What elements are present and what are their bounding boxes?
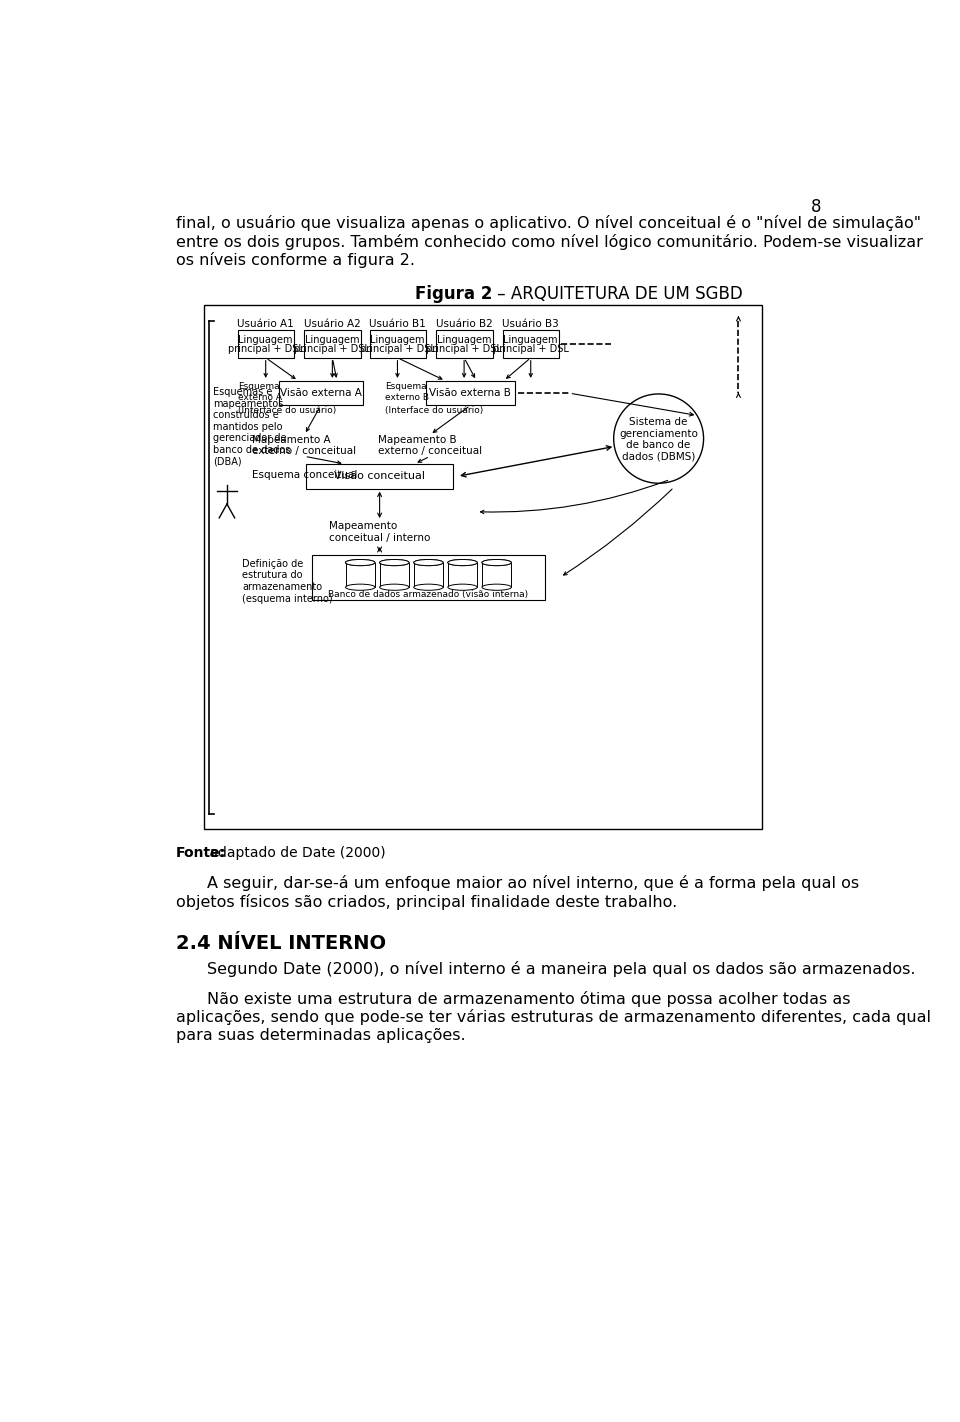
Ellipse shape	[414, 559, 444, 566]
FancyArrowPatch shape	[507, 360, 529, 378]
Bar	[278, 381, 363, 405]
FancyArrowPatch shape	[307, 456, 341, 464]
Text: Definição de
estrutura do
armazenamento
(esquema interno): Definição de estrutura do armazenamento …	[243, 559, 333, 603]
Text: Linguagem: Linguagem	[305, 334, 360, 344]
Bar	[414, 563, 444, 587]
Text: Usuário B1: Usuário B1	[369, 320, 426, 330]
Text: Linguagem: Linguagem	[238, 334, 293, 344]
Text: Figura 2: Figura 2	[415, 284, 492, 303]
Ellipse shape	[346, 559, 375, 566]
FancyArrowPatch shape	[400, 358, 442, 380]
Bar	[447, 563, 477, 587]
Bar	[370, 330, 426, 358]
Text: principal + DSL: principal + DSL	[426, 344, 502, 354]
FancyArrowPatch shape	[529, 361, 533, 377]
Text: Esquema
externo A: Esquema externo A	[238, 383, 282, 402]
Text: os níveis conforme a figura 2.: os níveis conforme a figura 2.	[176, 252, 415, 269]
FancyArrowPatch shape	[306, 408, 320, 431]
Text: Mapeamento A
externo / conceitual: Mapeamento A externo / conceitual	[252, 435, 356, 456]
Text: objetos físicos são criados, principal finalidade deste trabalho.: objetos físicos são criados, principal f…	[176, 893, 677, 910]
Bar	[426, 381, 516, 405]
FancyArrowPatch shape	[466, 360, 474, 377]
FancyArrowPatch shape	[462, 445, 611, 476]
FancyArrowPatch shape	[419, 458, 427, 462]
FancyArrowPatch shape	[736, 317, 740, 321]
Text: – ARQUITETURA DE UM SGBD: – ARQUITETURA DE UM SGBD	[492, 284, 743, 303]
Ellipse shape	[482, 584, 512, 590]
Bar	[482, 563, 512, 587]
Ellipse shape	[482, 559, 512, 566]
Text: Sistema de
gerenciamento
de banco de
dados (DBMS): Sistema de gerenciamento de banco de dad…	[619, 417, 698, 462]
Ellipse shape	[482, 559, 512, 566]
Text: principal + DSL: principal + DSL	[492, 344, 568, 354]
Bar	[436, 330, 492, 358]
Text: Mapeamento
conceitual / interno: Mapeamento conceitual / interno	[329, 520, 430, 543]
Text: Usuário B2: Usuário B2	[436, 320, 492, 330]
Text: Visão externa A: Visão externa A	[279, 388, 362, 398]
Text: Não existe uma estrutura de armazenamento ótima que possa acolher todas as: Não existe uma estrutura de armazenament…	[206, 991, 851, 1007]
Ellipse shape	[414, 584, 444, 590]
Text: Mapeamento B
externo / conceitual: Mapeamento B externo / conceitual	[378, 435, 482, 456]
Ellipse shape	[447, 559, 477, 566]
Text: adaptado de Date (2000): adaptado de Date (2000)	[205, 846, 386, 860]
Text: Fonte:: Fonte:	[176, 846, 226, 860]
Ellipse shape	[447, 584, 477, 590]
Text: principal + DSL: principal + DSL	[295, 344, 371, 354]
FancyArrowPatch shape	[377, 492, 381, 518]
FancyArrowPatch shape	[264, 361, 268, 377]
Bar	[346, 563, 375, 587]
FancyArrowPatch shape	[481, 481, 667, 513]
Text: 8: 8	[811, 198, 822, 216]
FancyArrowPatch shape	[396, 361, 399, 377]
Bar	[304, 330, 361, 358]
Bar	[379, 563, 409, 587]
FancyArrowPatch shape	[330, 361, 334, 377]
Text: Segundo Date (2000), o nível interno é a maneira pela qual os dados são armazena: Segundo Date (2000), o nível interno é a…	[206, 961, 915, 977]
Text: (Interface do usuário): (Interface do usuário)	[385, 407, 483, 415]
FancyArrowPatch shape	[333, 360, 337, 377]
Text: Visão externa B: Visão externa B	[429, 388, 512, 398]
Ellipse shape	[346, 559, 375, 566]
FancyArrowPatch shape	[572, 394, 693, 417]
Text: Linguagem: Linguagem	[503, 334, 558, 344]
FancyArrowPatch shape	[564, 489, 672, 574]
Bar	[238, 330, 295, 358]
Text: principal + DSL: principal + DSL	[359, 344, 436, 354]
FancyArrowPatch shape	[433, 407, 468, 432]
Text: aplicações, sendo que pode-se ter várias estruturas de armazenamento diferentes,: aplicações, sendo que pode-se ter várias…	[176, 1010, 931, 1025]
Text: final, o usuário que visualiza apenas o aplicativo. O nível conceitual é o "níve: final, o usuário que visualiza apenas o …	[176, 215, 921, 232]
Text: Esquema conceitual: Esquema conceitual	[252, 471, 357, 481]
Text: Esquema
externo B: Esquema externo B	[385, 383, 429, 402]
FancyArrowPatch shape	[377, 547, 381, 552]
Ellipse shape	[414, 559, 444, 566]
Ellipse shape	[379, 559, 409, 566]
Text: Visão conceitual: Visão conceitual	[334, 471, 425, 481]
Text: Linguagem: Linguagem	[437, 334, 492, 344]
FancyArrowPatch shape	[736, 392, 740, 398]
Text: Usuário B3: Usuário B3	[502, 320, 559, 330]
Bar	[312, 555, 544, 600]
Ellipse shape	[379, 584, 409, 590]
Bar	[204, 306, 761, 829]
FancyArrowPatch shape	[463, 361, 466, 377]
Text: para suas determinadas aplicações.: para suas determinadas aplicações.	[176, 1028, 466, 1042]
Text: entre os dois grupos. Também conhecido como nível lógico comunitário. Podem-se v: entre os dois grupos. Também conhecido c…	[176, 233, 923, 250]
Text: Esquemas e
mapeamentos
construídos e
mantidos pelo
gerenciador de
banco de dados: Esquemas e mapeamentos construídos e man…	[213, 387, 290, 466]
Text: (Interface do usuário): (Interface do usuário)	[238, 407, 336, 415]
Text: A seguir, dar-se-á um enfoque maior ao nível interno, que é a forma pela qual os: A seguir, dar-se-á um enfoque maior ao n…	[206, 875, 859, 892]
Text: principal + DSL: principal + DSL	[228, 344, 303, 354]
Text: Linguagem: Linguagem	[371, 334, 424, 344]
Bar	[503, 330, 560, 358]
Ellipse shape	[346, 584, 375, 590]
Text: Banco de dados armazenado (visão interna): Banco de dados armazenado (visão interna…	[328, 590, 529, 599]
Bar	[306, 464, 453, 489]
Text: 2.4 NÍVEL INTERNO: 2.4 NÍVEL INTERNO	[176, 934, 386, 953]
Ellipse shape	[379, 559, 409, 566]
FancyArrowPatch shape	[268, 360, 295, 378]
Text: Usuário A1: Usuário A1	[237, 320, 294, 330]
Text: Usuário A2: Usuário A2	[304, 320, 361, 330]
Ellipse shape	[447, 559, 477, 566]
